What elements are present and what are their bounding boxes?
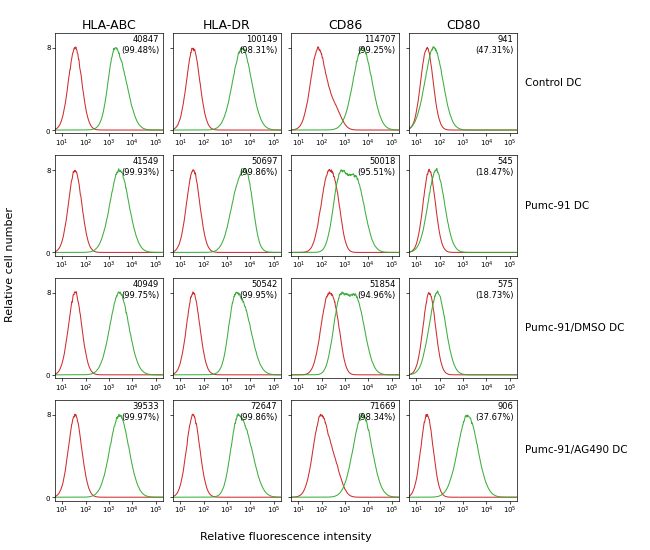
Text: Pumc-91/AG490 DC: Pumc-91/AG490 DC (525, 446, 628, 455)
Text: 906
(37.67%): 906 (37.67%) (475, 402, 514, 422)
Text: Pumc-91 DC: Pumc-91 DC (525, 201, 590, 211)
Title: CD80: CD80 (446, 19, 480, 32)
Text: 41549
(99.93%): 41549 (99.93%) (121, 157, 159, 178)
Text: 50018
(95.51%): 50018 (95.51%) (358, 157, 395, 178)
Text: 71669
(98.34%): 71669 (98.34%) (357, 402, 395, 422)
Text: 545
(18.47%): 545 (18.47%) (475, 157, 514, 178)
Text: 114707
(99.25%): 114707 (99.25%) (358, 35, 395, 55)
Text: 40847
(99.48%): 40847 (99.48%) (121, 35, 159, 55)
Title: HLA-ABC: HLA-ABC (81, 19, 136, 32)
Text: 39533
(99.97%): 39533 (99.97%) (121, 402, 159, 422)
Text: 100149
(98.31%): 100149 (98.31%) (239, 35, 278, 55)
Text: 40949
(99.75%): 40949 (99.75%) (121, 280, 159, 300)
Text: 575
(18.73%): 575 (18.73%) (475, 280, 514, 300)
Text: Control DC: Control DC (525, 78, 582, 88)
Title: CD86: CD86 (328, 19, 362, 32)
Text: 51854
(94.96%): 51854 (94.96%) (358, 280, 395, 300)
Text: Relative fluorescence intensity: Relative fluorescence intensity (200, 532, 372, 542)
Text: 941
(47.31%): 941 (47.31%) (475, 35, 514, 55)
Text: 50542
(99.95%): 50542 (99.95%) (239, 280, 278, 300)
Text: Relative cell number: Relative cell number (5, 206, 15, 322)
Title: HLA-DR: HLA-DR (203, 19, 251, 32)
Text: 50697
(99.86%): 50697 (99.86%) (239, 157, 278, 178)
Text: Pumc-91/DMSO DC: Pumc-91/DMSO DC (525, 323, 625, 333)
Text: 72647
(99.86%): 72647 (99.86%) (239, 402, 278, 422)
